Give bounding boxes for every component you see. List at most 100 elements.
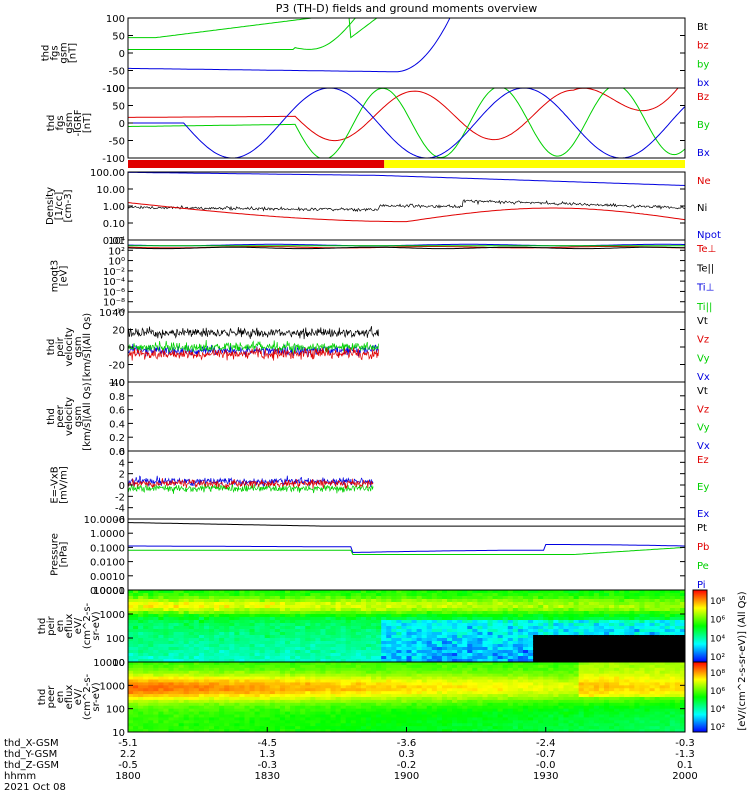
ylabel-line: velocity (64, 327, 75, 366)
xaxis-value-2-4: 0.1 (677, 760, 693, 771)
ylabel-2: Density[1/cc][cm-3] (45, 187, 74, 225)
xaxis-row-label-1: thd_Y-GSM (4, 749, 57, 760)
series-Bx (128, 88, 685, 158)
colorbar-tick: 10² (710, 723, 725, 733)
series-Pt (128, 522, 685, 527)
legend-3-1: Te|| (696, 263, 714, 274)
ylabel-line: peir (55, 336, 66, 356)
ytick-label-5-1: 0.8 (109, 392, 125, 403)
ytick-label-9-2: 100 (106, 705, 125, 716)
series-Ey (128, 483, 374, 494)
ytick-label-1-2: 0 (119, 119, 125, 130)
legend-0-0: Bt (697, 22, 708, 33)
ylabel-line: moqt3 (50, 260, 61, 293)
ylabel-line: en (55, 620, 66, 633)
xaxis-value-3-0: 1800 (115, 771, 140, 782)
ylabel-line: Density (45, 187, 56, 225)
xaxis-value-0-3: -2.4 (536, 738, 556, 749)
ytick-label-7-2: 0.1000 (90, 543, 125, 554)
colorbar-tick: 10² (710, 653, 725, 663)
ytick-label-3-7: 10⁻¹⁰ (99, 308, 125, 319)
ytick-label-1-1: 50 (112, 102, 125, 113)
ytick-label-9-1: 1000 (100, 681, 125, 692)
ytick-label-2-0: 100.00 (90, 168, 125, 179)
ylabel-line: [1/cc] (54, 192, 65, 221)
panel-frame-5 (127, 381, 686, 452)
xaxis-value-3-1: 1830 (255, 771, 280, 782)
series-Ez (128, 477, 374, 489)
ytick-label-3-3: 10⁻² (103, 267, 125, 278)
legend-6-1: Ey (697, 482, 709, 493)
legend-2-0: Ne (697, 176, 711, 187)
ytick-label-6-5: -4 (115, 504, 125, 515)
series-Ni (128, 199, 685, 213)
ytick-label-1-0: 100 (106, 84, 125, 95)
colorbar-label: [eV/(cm^2-s-sr-eV)] (All Qs) (737, 591, 748, 730)
xaxis-value-1-4: -1.3 (675, 749, 695, 760)
legend-2-2: Npot (697, 230, 721, 241)
legend-5-0: Vt (697, 386, 708, 397)
xaxis-value-1-0: 2.2 (120, 749, 136, 760)
ylabel-line: peer (55, 404, 66, 428)
ytick-label-4-3: -20 (109, 361, 125, 372)
series-by (128, 18, 378, 39)
legend-0-3: bx (697, 78, 709, 89)
ytick-label-5-3: 0.4 (109, 419, 125, 430)
legend-5-1: Vz (697, 404, 709, 415)
xaxis-value-0-4: -0.3 (675, 738, 695, 749)
xaxis-row-label-2: thd_Z-GSM (4, 760, 59, 771)
ytick-label-9-3: 10 (112, 728, 125, 739)
ylabel-line: sr-eV) (91, 611, 102, 640)
panel-frame-6 (127, 450, 686, 520)
ylabel-line: gsm (73, 406, 84, 427)
legend-0-2: by (697, 59, 709, 70)
legend-4-3: Vx (697, 372, 710, 383)
series-Vt (128, 326, 379, 340)
ylabel-6: E=-VxB[mV/m] (50, 466, 70, 504)
mode-strip-yellow (384, 160, 685, 168)
legend-3-3: Ti|| (696, 302, 712, 313)
ytick-label-6-0: 6 (119, 447, 125, 458)
series-bx (128, 18, 451, 73)
ytick-label-4-4: -40 (109, 378, 125, 389)
ylabel-line: en (55, 691, 66, 704)
ylabel-line: thd (46, 408, 57, 425)
ylabel-line: eflux (64, 614, 75, 639)
ytick-label-3-4: 10⁻⁴ (103, 277, 125, 288)
ytick-label-7-4: 0.0010 (90, 572, 125, 583)
xaxis-value-3-2: 1900 (394, 771, 419, 782)
ylabel-line: thd (37, 618, 48, 635)
ytick-label-6-1: 4 (119, 458, 125, 469)
series-By (128, 88, 685, 158)
colorbar-tick: 10⁸ (710, 597, 725, 607)
ytick-label-0-3: -50 (109, 67, 125, 78)
ytick-label-6-4: -2 (115, 492, 125, 503)
ylabel-line: fgs (50, 45, 61, 60)
ylabel-line: thd (41, 45, 52, 62)
legend-4-2: Vy (697, 353, 710, 364)
series-Npot (128, 172, 685, 186)
ylabel-3: moqt3[eV] (50, 260, 70, 293)
legend-1-2: Bx (697, 148, 710, 159)
xaxis-value-1-2: 0.3 (399, 749, 415, 760)
ytick-label-6-3: 0 (119, 481, 125, 492)
ytick-label-1-3: -50 (109, 137, 125, 148)
ylabel-line: eV/ (73, 617, 84, 634)
ytick-label-2-3: 0.10 (103, 219, 125, 230)
ytick-label-9-0: 10000 (93, 658, 125, 669)
ytick-label-6-2: 2 (119, 470, 125, 481)
ylabel-line: sr-eV) (91, 682, 102, 711)
ytick-label-2-1: 10.00 (96, 185, 125, 196)
ytick-label-8-1: 1000 (100, 610, 125, 621)
panel-frame-3 (127, 239, 686, 313)
ylabel-line: (cm^2-s- (82, 602, 93, 649)
colorbar-tick: 10⁴ (710, 634, 725, 644)
ylabel-line: eV/ (73, 688, 84, 705)
legend-6-0: Ez (697, 455, 709, 466)
ytick-label-1-4: -100 (102, 154, 125, 165)
xaxis-value-2-2: -0.2 (397, 760, 417, 771)
